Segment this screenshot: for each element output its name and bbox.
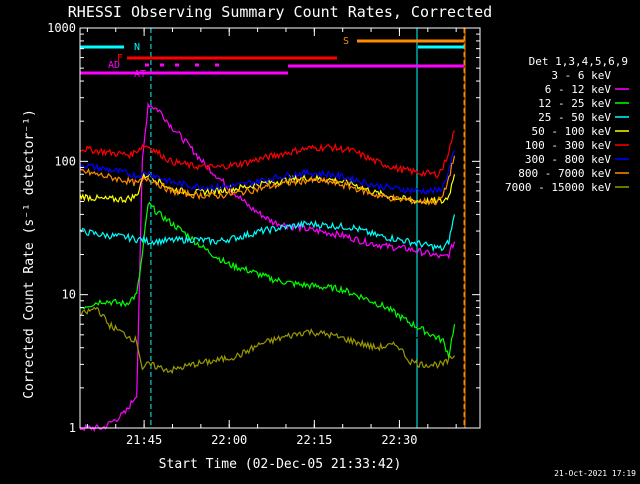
annotation-label: AD	[108, 60, 120, 71]
legend-label: 6 - 12 keV	[545, 83, 612, 96]
x-tick-label: 22:15	[296, 433, 332, 447]
y-tick-label: 10	[62, 288, 76, 302]
legend-label: 300 - 800 keV	[525, 153, 611, 166]
legend-label: 50 - 100 keV	[532, 125, 612, 138]
series-line	[79, 101, 456, 433]
legend-label: 100 - 300 keV	[525, 139, 611, 152]
series-line	[79, 214, 456, 253]
series-line	[79, 306, 456, 375]
legend-label: 3 - 6 keV	[551, 69, 611, 82]
series-line	[79, 130, 456, 179]
annotation-label: N	[134, 42, 140, 53]
annotation-label: AT	[134, 69, 146, 80]
legend-title: Det 1,3,4,5,6,9	[529, 55, 628, 68]
chart-title: RHESSI Observing Summary Count Rates, Co…	[68, 3, 492, 21]
series-line	[79, 265, 455, 433]
timestamp: 21-Oct-2021 17:19	[554, 469, 636, 478]
series-line	[79, 150, 455, 195]
plot-frame	[79, 27, 481, 429]
x-tick-label: 22:00	[211, 433, 247, 447]
series-line	[79, 155, 456, 206]
x-tick-label: 21:45	[126, 433, 162, 447]
x-axis-label: Start Time (02-Dec-05 21:33:42)	[159, 457, 402, 472]
legend-label: 25 - 50 keV	[538, 111, 611, 124]
y-tick-label: 1000	[47, 21, 76, 35]
legend-label: 7000 - 15000 keV	[505, 181, 611, 194]
legend-label: 12 - 25 keV	[538, 97, 611, 110]
annotation-label: S	[343, 36, 349, 47]
y-axis-label: Corrected Count Rate (s⁻¹ detector⁻¹)	[22, 109, 37, 399]
series-line	[79, 201, 456, 359]
legend-label: 800 - 7000 keV	[518, 167, 611, 180]
y-tick-label: 1	[69, 421, 76, 435]
annotation-label: F	[117, 53, 123, 64]
y-tick-label: 100	[54, 154, 76, 168]
x-tick-label: 22:30	[381, 433, 417, 447]
